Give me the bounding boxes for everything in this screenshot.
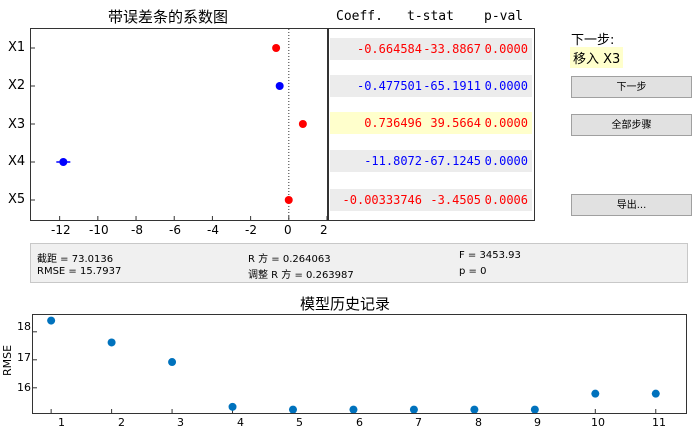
x-tick-label: 9 [534,416,541,429]
history-point[interactable] [651,389,660,398]
x-tick-label: -6 [169,223,181,237]
coeff-value: -0.664584 [356,42,422,56]
history-point[interactable] [228,402,237,411]
f-stat: F = 3453.93 [459,250,521,261]
history-point[interactable] [168,358,177,367]
coefficient-table: -0.664584 -33.8867 0.0000 -0.477501 -65.… [328,28,535,221]
x-tick-label: 4 [237,416,244,429]
adj-r-squared-stat: 调整 R 方 = 0.263987 [248,270,354,281]
history-point[interactable] [288,405,297,414]
predictor-label: X3 [8,117,26,132]
history-y-label: RMSE [1,344,15,377]
table-row[interactable]: -0.664584 -33.8867 0.0000 [330,38,532,60]
predictor-label: X4 [8,154,26,169]
table-row[interactable]: -0.477501 -65.1911 0.0000 [330,75,532,97]
tstat-column-header: t-stat [407,9,454,24]
pval-column-header: p-val [484,9,524,24]
pval-value: 0.0000 [484,154,528,168]
tstat-value: -33.8867 [423,42,481,56]
tstat-value: -3.4505 [430,193,481,207]
x-tick-label: 8 [475,416,482,429]
x-tick-label: 0 [284,223,292,237]
y-tick-label: 18 [17,320,31,333]
coefficient-point[interactable] [284,196,293,204]
pval-value: 0.0000 [484,116,528,130]
predictor-label: X2 [8,78,26,93]
pval-value: 0.0006 [484,193,528,207]
history-point[interactable] [591,389,600,398]
history-point[interactable] [470,405,479,414]
coeff-column-header: Coeff. [336,9,383,24]
coefficient-point[interactable] [298,120,307,128]
p-value-stat: p = 0 [459,266,487,277]
coeff-value: -0.477501 [356,79,422,93]
coefficient-point[interactable] [272,44,281,52]
history-plot-title: 模型历史记录 [300,295,391,313]
coeff-value: -11.8072 [364,154,422,168]
table-row-highlighted[interactable]: 0.736496 39.5664 0.0000 [330,112,532,134]
next-step-button[interactable]: 下一步 [571,76,692,98]
coefficient-plot[interactable] [30,28,328,221]
x-tick-label: -12 [51,223,71,237]
coeff-value: -0.00333746 [342,193,422,207]
y-tick-label: 16 [17,381,31,394]
r-squared-stat: R 方 = 0.264063 [248,254,331,265]
tstat-value: -67.1245 [423,154,481,168]
x-tick-label: 10 [591,416,605,429]
table-row[interactable]: -11.8072 -67.1245 0.0000 [330,150,532,172]
x-tick-label: 7 [415,416,422,429]
coefficient-point[interactable] [59,158,68,166]
model-stats-panel: 截距 = 73.0136 RMSE = 15.7937 R 方 = 0.2640… [30,243,688,283]
x-tick-label: 2 [118,416,125,429]
x-tick-label: -10 [89,223,109,237]
pval-value: 0.0000 [484,79,528,93]
export-button[interactable]: 导出... [571,194,692,216]
all-steps-button[interactable]: 全部步骤 [571,114,692,136]
predictor-label: X5 [8,192,26,207]
next-step-action: 移入 X3 [570,47,624,68]
x-tick-label: 1 [58,416,65,429]
pval-value: 0.0000 [484,42,528,56]
coeff-value: 0.736496 [364,116,422,130]
history-point[interactable] [409,405,418,414]
history-point[interactable] [107,338,116,347]
x-tick-label: 6 [356,416,363,429]
x-tick-label: 3 [177,416,184,429]
y-tick-label: 17 [17,351,31,364]
next-step-label: 下一步: [571,33,615,48]
predictor-label: X1 [8,40,26,55]
intercept-stat: 截距 = 73.0136 [37,254,114,265]
x-tick-label: 11 [652,416,666,429]
tstat-value: 39.5664 [430,116,481,130]
x-tick-label: -8 [131,223,143,237]
history-point[interactable] [530,405,539,414]
model-history-canvas [33,316,660,414]
model-history-plot[interactable] [32,314,687,414]
coefficient-point[interactable] [275,82,284,90]
coefficient-plot-canvas [31,29,328,220]
coef-plot-title: 带误差条的系数图 [108,8,229,26]
x-tick-label: 2 [320,223,328,237]
history-point[interactable] [47,316,56,325]
x-tick-label: -4 [207,223,219,237]
table-row[interactable]: -0.00333746 -3.4505 0.0006 [330,189,532,211]
tstat-value: -65.1911 [423,79,481,93]
x-tick-label: 5 [296,416,303,429]
rmse-stat: RMSE = 15.7937 [37,266,122,277]
x-tick-label: -2 [245,223,257,237]
history-point[interactable] [349,405,358,414]
